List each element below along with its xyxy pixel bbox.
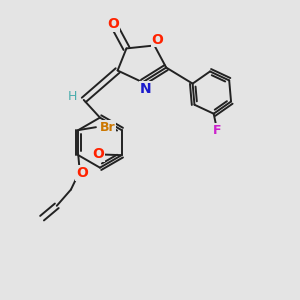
Text: F: F <box>213 124 221 137</box>
Text: Br: Br <box>100 121 116 134</box>
Text: H: H <box>68 90 77 103</box>
Text: O: O <box>76 166 88 180</box>
Text: N: N <box>140 82 152 96</box>
Text: O: O <box>93 147 105 161</box>
Text: O: O <box>107 17 119 31</box>
Text: O: O <box>152 33 163 46</box>
